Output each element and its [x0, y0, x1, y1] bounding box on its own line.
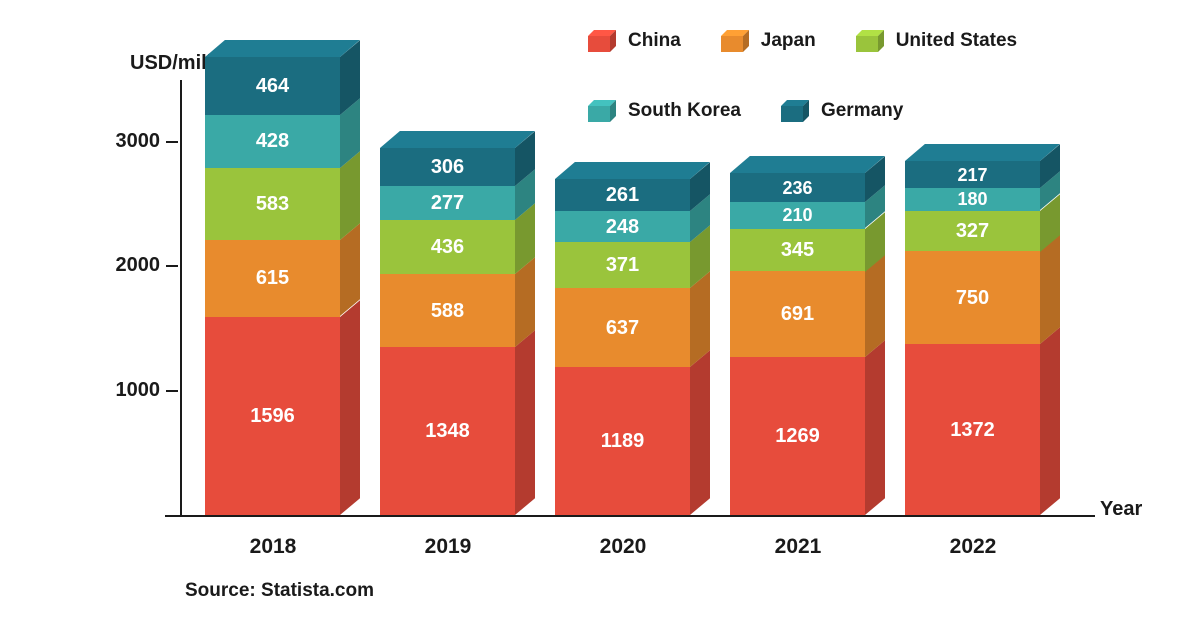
bar-segment-germany: 306 — [380, 148, 515, 186]
legend-item-japan: Japan — [721, 30, 816, 52]
bar-value-label: 180 — [905, 190, 1040, 208]
legend-label: Germany — [821, 100, 903, 122]
bar-segment-south_korea: 210 — [730, 202, 865, 228]
bar-segment-south_korea: 248 — [555, 211, 690, 242]
bar-segment-china: 1269 — [730, 357, 865, 515]
bar-segment-japan: 637 — [555, 288, 690, 367]
bar-segment-china: 1348 — [380, 347, 515, 515]
bar-segment-south_korea: 180 — [905, 188, 1040, 210]
legend: China Japan United States South Korea German… — [588, 30, 1178, 122]
bar-value-label: 691 — [730, 304, 865, 324]
bar-segment-germany: 217 — [905, 161, 1040, 188]
legend-label: South Korea — [628, 100, 741, 122]
bar-segment-germany: 464 — [205, 57, 340, 115]
bar-value-label: 1269 — [730, 426, 865, 446]
bar-value-label: 327 — [905, 221, 1040, 241]
legend-swatch-icon — [721, 30, 749, 52]
bar-value-label: 261 — [555, 185, 690, 205]
legend-item-south_korea: South Korea — [588, 100, 741, 122]
bar-value-label: 637 — [555, 318, 690, 338]
bar-value-label: 1348 — [380, 421, 515, 441]
legend-item-germany: Germany — [781, 100, 903, 122]
bar-value-label: 248 — [555, 217, 690, 237]
bar-segment-china: 1189 — [555, 367, 690, 515]
legend-swatch-icon — [856, 30, 884, 52]
bar-value-label: 371 — [555, 255, 690, 275]
bar-value-label: 306 — [380, 157, 515, 177]
bar-value-label: 588 — [380, 301, 515, 321]
bar-segment-japan: 691 — [730, 271, 865, 357]
legend-item-united_states: United States — [856, 30, 1017, 52]
bar-value-label: 345 — [730, 240, 865, 260]
bar-segment-south_korea: 277 — [380, 186, 515, 220]
bar-value-label: 750 — [905, 288, 1040, 308]
stacked-bar-chart: USD/million Year 100020003000 1596615583… — [0, 0, 1201, 628]
x-axis-category-label: 2021 — [713, 535, 883, 559]
bar-value-label: 464 — [205, 76, 340, 96]
y-tick — [166, 141, 178, 143]
bar-segment-japan: 615 — [205, 240, 340, 316]
legend-swatch-icon — [588, 100, 616, 122]
legend-swatch-icon — [781, 100, 809, 122]
legend-label: United States — [896, 30, 1017, 52]
y-tick — [166, 265, 178, 267]
bar-segment-japan: 750 — [905, 251, 1040, 344]
bar-segment-japan: 588 — [380, 274, 515, 347]
bar-segment-united_states: 327 — [905, 211, 1040, 252]
y-tick-label: 2000 — [100, 254, 160, 277]
y-axis — [180, 80, 182, 515]
bar-segment-germany: 261 — [555, 179, 690, 211]
x-axis-category-label: 2018 — [188, 535, 358, 559]
x-axis-label: Year — [1100, 498, 1142, 521]
bar-segment-united_states: 371 — [555, 242, 690, 288]
bar-value-label: 1596 — [205, 406, 340, 426]
bar-value-label: 210 — [730, 206, 865, 224]
y-tick — [166, 390, 178, 392]
legend-label: Japan — [761, 30, 816, 52]
legend-label: China — [628, 30, 681, 52]
bar-value-label: 615 — [205, 268, 340, 288]
bar-value-label: 1372 — [905, 420, 1040, 440]
x-axis — [165, 515, 1095, 517]
x-axis-category-label: 2019 — [363, 535, 533, 559]
legend-item-china: China — [588, 30, 681, 52]
bar-segment-south_korea: 428 — [205, 115, 340, 168]
source-text: Source: Statista.com — [185, 580, 374, 602]
x-axis-category-label: 2022 — [888, 535, 1058, 559]
bar-segment-united_states: 436 — [380, 220, 515, 274]
bar-value-label: 277 — [380, 193, 515, 213]
bar-segment-china: 1596 — [205, 317, 340, 515]
bar-segment-united_states: 345 — [730, 229, 865, 272]
bar-value-label: 217 — [905, 166, 1040, 184]
bar-segment-china: 1372 — [905, 344, 1040, 515]
plot-area: 1596615583428464134858843627730611896373… — [195, 80, 1075, 515]
bar-segment-united_states: 583 — [205, 168, 340, 240]
y-tick-label: 3000 — [100, 130, 160, 153]
bar-value-label: 236 — [730, 179, 865, 197]
legend-swatch-icon — [588, 30, 616, 52]
bar-segment-germany: 236 — [730, 173, 865, 202]
y-tick-label: 1000 — [100, 379, 160, 402]
x-axis-category-label: 2020 — [538, 535, 708, 559]
bar-value-label: 1189 — [555, 431, 690, 451]
bar-value-label: 436 — [380, 237, 515, 257]
bar-value-label: 428 — [205, 131, 340, 151]
bar-value-label: 583 — [205, 194, 340, 214]
